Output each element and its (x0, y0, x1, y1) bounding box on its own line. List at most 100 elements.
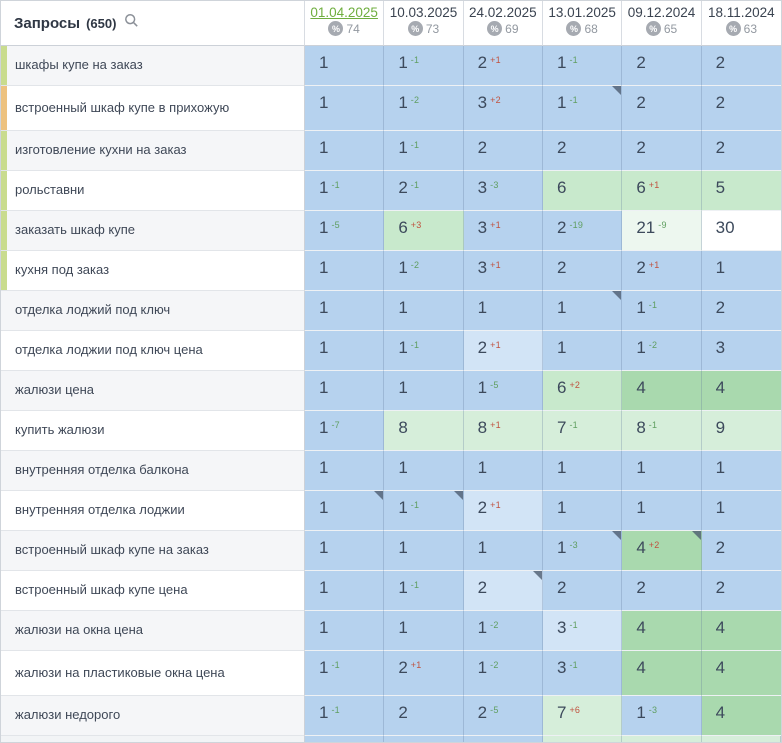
position-cell[interactable]: 2 -19 (543, 211, 623, 251)
position-cell[interactable]: 1 (463, 451, 543, 491)
keyword-cell[interactable]: жалюзи на окна цена (1, 611, 305, 651)
position-cell[interactable]: 1 (384, 611, 464, 651)
position-cell[interactable]: 2 +1 (463, 46, 543, 86)
keyword-cell[interactable]: встроенный шкаф купе цена (1, 571, 305, 611)
position-cell[interactable]: 3 +2 (463, 86, 543, 131)
position-cell[interactable]: 1 (305, 331, 385, 371)
position-cell[interactable]: 1 (384, 451, 464, 491)
position-cell[interactable]: 2 (701, 46, 781, 86)
position-cell[interactable]: 2 -1 (384, 171, 464, 211)
position-cell[interactable]: 6 +1 (622, 171, 702, 211)
position-cell[interactable]: 1 -1 (384, 571, 464, 611)
date-link[interactable]: 09.12.2024 (627, 5, 696, 20)
position-cell[interactable]: 2 (701, 131, 781, 171)
keyword-cell[interactable]: встроенный шкаф купе на заказ (1, 531, 305, 571)
position-cell[interactable]: 1 -1 (384, 131, 464, 171)
position-cell[interactable]: 1 -1 (305, 696, 385, 736)
keyword-cell[interactable]: отделка лоджий под ключ (1, 291, 305, 331)
position-cell[interactable]: 6 (543, 171, 623, 211)
position-cell[interactable]: 1 -3 (622, 696, 702, 736)
position-cell[interactable]: 1 (305, 251, 385, 291)
keyword-cell[interactable]: изготовление кухни на заказ (1, 131, 305, 171)
position-cell[interactable]: 4 (622, 611, 702, 651)
position-cell[interactable]: 1 -1 (622, 291, 702, 331)
position-cell[interactable]: 1 (701, 451, 781, 491)
position-cell[interactable]: 2 (463, 571, 543, 611)
position-cell[interactable]: 1 (384, 371, 464, 411)
position-cell[interactable]: 2 (622, 571, 702, 611)
position-cell[interactable]: 3 -1 (543, 611, 623, 651)
position-cell[interactable]: 1 (305, 131, 385, 171)
date-link[interactable]: 24.02.2025 (469, 5, 537, 20)
position-cell[interactable]: 2 (701, 571, 781, 611)
position-cell[interactable]: 2 +1 (384, 651, 464, 696)
position-cell[interactable]: 4 (701, 696, 781, 736)
position-cell[interactable]: 3 (701, 331, 781, 371)
position-cell[interactable]: 2 (384, 696, 464, 736)
position-cell[interactable]: 8 +1 (463, 411, 543, 451)
position-cell[interactable]: 1 (305, 531, 385, 571)
position-cell[interactable]: 3 +1 (463, 251, 543, 291)
position-cell[interactable]: 2 (701, 291, 781, 331)
date-link[interactable]: 01.04.2025 (310, 5, 378, 20)
keyword-cell[interactable]: шкафы купе на заказ (1, 46, 305, 86)
position-cell[interactable]: 2 (543, 131, 623, 171)
position-cell[interactable]: 2 (463, 131, 543, 171)
position-cell[interactable]: 1 -1 (305, 651, 385, 696)
position-cell[interactable]: 3 -1 (543, 651, 623, 696)
position-cell[interactable]: 1 -1 (384, 331, 464, 371)
position-cell[interactable]: 3 +1 (463, 211, 543, 251)
position-cell[interactable]: 6 +2 (543, 371, 623, 411)
position-cell[interactable]: 2 (622, 131, 702, 171)
position-cell[interactable]: 1 -1 (543, 46, 623, 86)
position-cell[interactable]: 30 (701, 211, 781, 251)
position-cell[interactable]: 5 (701, 171, 781, 211)
position-cell[interactable]: 4 (701, 371, 781, 411)
position-cell[interactable]: 2 (701, 86, 781, 131)
position-cell[interactable]: 7 +6 (543, 696, 623, 736)
position-cell[interactable]: 1 (305, 291, 385, 331)
keyword-cell[interactable]: отделка лоджии под ключ цена (1, 331, 305, 371)
position-cell[interactable]: 1 (701, 491, 781, 531)
position-cell[interactable]: 2 (701, 531, 781, 571)
position-cell[interactable]: 2 +1 (463, 491, 543, 531)
position-cell[interactable]: 1 (543, 291, 623, 331)
keyword-cell[interactable]: встроенный шкаф купе в прихожую (1, 86, 305, 131)
position-cell[interactable]: 1 (384, 291, 464, 331)
keyword-cell[interactable]: кухня под заказ (1, 251, 305, 291)
position-cell[interactable]: 1 (543, 331, 623, 371)
keyword-cell[interactable]: жалюзи недорого (1, 696, 305, 736)
position-cell[interactable]: 8 -1 (622, 411, 702, 451)
position-cell[interactable]: 1 -2 (463, 651, 543, 696)
position-cell[interactable]: 1 (543, 491, 623, 531)
position-cell[interactable]: 1 -3 (543, 531, 623, 571)
position-cell[interactable]: 4 (701, 651, 781, 696)
position-cell[interactable]: 2 (622, 86, 702, 131)
position-cell[interactable]: 8 (384, 411, 464, 451)
position-cell[interactable]: 2 (622, 46, 702, 86)
keyword-cell[interactable]: заказать шкаф купе (1, 211, 305, 251)
position-cell[interactable]: 3 -3 (463, 171, 543, 211)
position-cell[interactable]: 2 (543, 251, 623, 291)
keyword-cell[interactable]: жалюзи цена (1, 371, 305, 411)
position-cell[interactable]: 1 (305, 86, 385, 131)
position-cell[interactable]: 2 +1 (463, 331, 543, 371)
position-cell[interactable]: 1 (305, 451, 385, 491)
position-cell[interactable]: 1 (305, 46, 385, 86)
keyword-cell[interactable]: внутренняя отделка лоджии (1, 491, 305, 531)
position-cell[interactable]: 1 (701, 251, 781, 291)
position-cell[interactable]: 1 (622, 491, 702, 531)
position-cell[interactable]: 1 (305, 491, 385, 531)
position-cell[interactable]: 1 (305, 371, 385, 411)
date-link[interactable]: 10.03.2025 (389, 5, 458, 20)
position-cell[interactable]: 1 -1 (384, 491, 464, 531)
keyword-cell[interactable]: внутренняя отделка балкона (1, 451, 305, 491)
position-cell[interactable]: 4 (622, 371, 702, 411)
position-cell[interactable]: 21 -9 (622, 211, 702, 251)
search-icon[interactable] (124, 13, 139, 33)
position-cell[interactable]: 4 (701, 611, 781, 651)
position-cell[interactable]: 6 +3 (384, 211, 464, 251)
position-cell[interactable]: 1 (622, 451, 702, 491)
position-cell[interactable]: 9 (701, 411, 781, 451)
position-cell[interactable]: 1 (463, 291, 543, 331)
